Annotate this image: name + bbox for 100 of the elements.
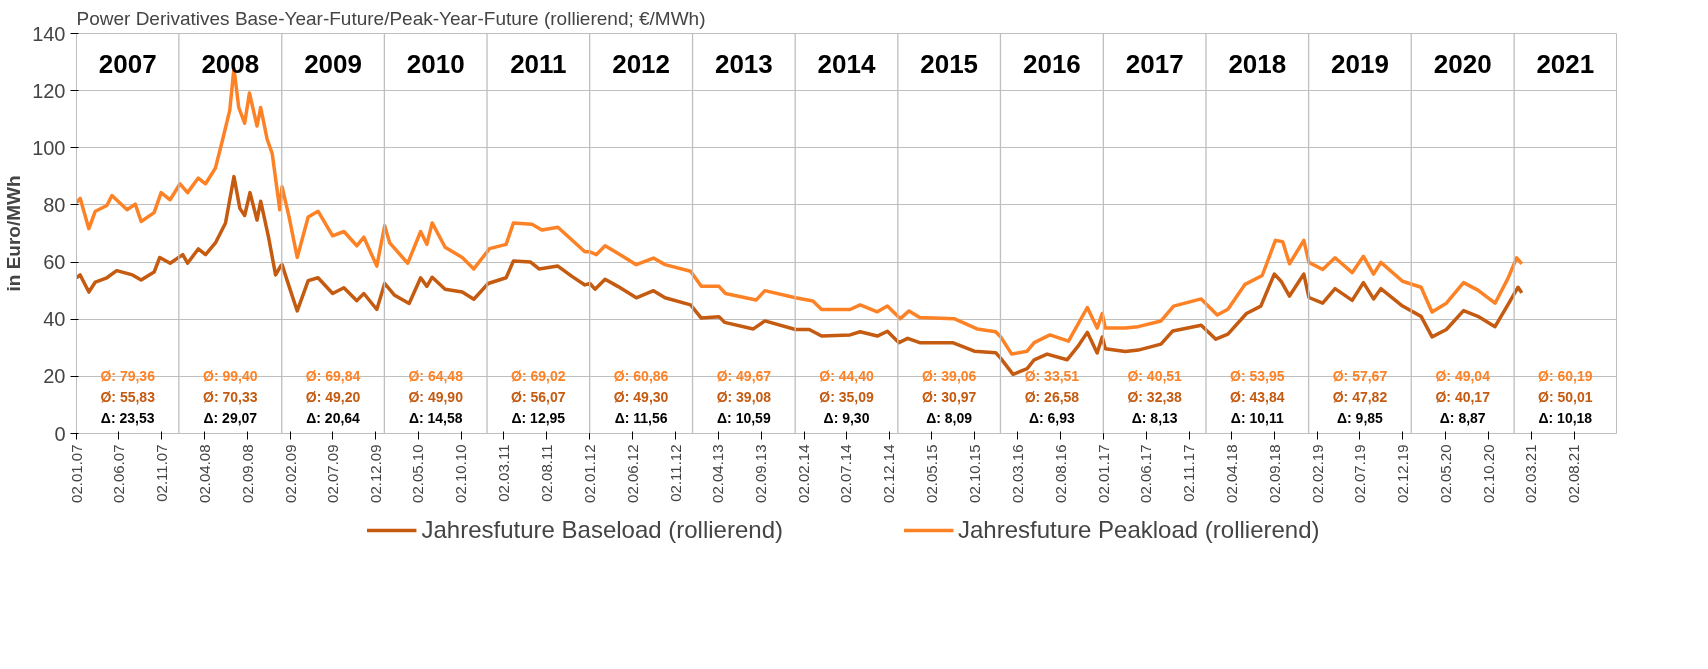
annotation: Ø: 69,84 (305, 367, 361, 384)
x-tick-label: 02.06.12 (623, 444, 641, 503)
annotation: Ø: 99,40 (203, 367, 258, 384)
x-tick-label: 02.01.12 (580, 444, 598, 503)
annotation: Ø: 26,58 (1024, 388, 1080, 405)
annotation: 2017 (1125, 48, 1184, 79)
y-tick-label: 100 (32, 136, 66, 159)
annotation: Δ: 20,64 (306, 409, 361, 426)
annotation: Ø: 39,06 (921, 367, 977, 384)
x-tick-label: 02.04.18 (1222, 444, 1240, 503)
x-tick-label: 02.11.17 (1180, 444, 1198, 502)
y-tick-label: 140 (32, 22, 66, 45)
annotation: Ø: 49,20 (305, 388, 361, 405)
y-tick-label: 80 (43, 193, 66, 216)
annotation: Δ: 29,07 (203, 409, 258, 426)
x-tick-label: 02.03.21 (1522, 444, 1540, 503)
x-tick-label: 02.03.11 (494, 444, 512, 502)
y-axis-title: in Euro/MWh (3, 175, 25, 292)
annotation: Δ: 9,85 (1337, 409, 1384, 426)
x-tick-label: 02.01.07 (67, 444, 85, 503)
annotation: Δ: 8,87 (1439, 409, 1486, 426)
x-tick-label: 02.12.19 (1393, 444, 1411, 503)
y-tick-label: 120 (32, 79, 66, 102)
x-tick-label: 02.12.09 (366, 444, 384, 503)
x-tick-label: 02.11.12 (666, 444, 684, 502)
x-tick-label: 02.03.16 (1008, 444, 1026, 503)
x-tick-label: 02.05.10 (409, 444, 427, 503)
annotation: Ø: 56,07 (511, 388, 566, 405)
annotation: Ø: 55,83 (100, 388, 156, 405)
chart-title: Power Derivatives Base-Year-Future/Peak-Year-Future (rollierend; €/MWh) (76, 7, 706, 29)
x-tick-label: 02.01.17 (1094, 444, 1112, 503)
annotation: 2012 (612, 48, 671, 79)
legend-label: Jahresfuture Baseload (rollierend) (421, 516, 783, 544)
x-tick-label: 02.08.21 (1565, 444, 1583, 503)
annotation: Ø: 30,97 (921, 388, 977, 405)
annotation: 2013 (714, 48, 773, 79)
annotation: 2014 (817, 48, 876, 79)
annotation: Δ: 8,09 (926, 409, 973, 426)
annotation: 2018 (1228, 48, 1287, 79)
x-tick-label: 02.05.15 (922, 444, 940, 503)
annotation: Ø: 49,30 (613, 388, 669, 405)
x-tick-label: 02.12.14 (880, 444, 898, 503)
annotation: Ø: 64,48 (408, 367, 464, 384)
annotation: Δ: 23,53 (100, 409, 155, 426)
annotation: Ø: 33,51 (1024, 367, 1080, 384)
x-tick-label: 02.09.13 (752, 444, 770, 503)
x-tick-label: 02.06.17 (1137, 444, 1155, 503)
annotation: Ø: 53,95 (1230, 367, 1285, 384)
x-tick-label: 02.02.19 (1308, 444, 1326, 503)
annotation: 2010 (406, 48, 465, 79)
x-tick-label: 02.02.09 (281, 444, 299, 503)
annotation: Δ: 10,18 (1538, 409, 1593, 426)
y-tick-label: 60 (43, 251, 66, 274)
annotation: Ø: 49,67 (716, 367, 772, 384)
annotation: Ø: 32,38 (1127, 388, 1183, 405)
annotation: Δ: 10,11 (1230, 409, 1284, 426)
x-tick-label: 02.06.07 (109, 444, 127, 503)
annotation: Ø: 60,19 (1538, 367, 1593, 384)
annotation: Ø: 79,36 (100, 367, 156, 384)
annotation: 2008 (201, 48, 260, 79)
x-tick-label: 02.11.07 (152, 444, 170, 502)
legend-label: Jahresfuture Peakload (rollierend) (958, 516, 1320, 544)
annotation: Ø: 43,84 (1230, 388, 1285, 405)
annotation: Ø: 39,08 (716, 388, 772, 405)
annotation: Δ: 9,30 (823, 409, 870, 426)
annotation: 2009 (304, 48, 362, 79)
annotation: Δ: 8,13 (1131, 409, 1178, 426)
annotation: 2021 (1536, 48, 1595, 79)
x-tick-label: 02.08.16 (1051, 444, 1069, 503)
annotation: Ø: 47,82 (1332, 388, 1388, 405)
annotation: Ø: 44,40 (819, 367, 874, 384)
x-tick-label: 02.04.08 (195, 444, 213, 503)
annotation: Ø: 49,04 (1435, 367, 1491, 384)
y-tick-label: 40 (43, 308, 66, 331)
annotation: Ø: 35,09 (819, 388, 874, 405)
x-tick-label: 02.07.09 (323, 444, 341, 503)
annotation: Ø: 50,01 (1538, 388, 1593, 405)
x-tick-label: 02.07.19 (1350, 444, 1368, 503)
annotation: 2011 (510, 48, 567, 79)
x-tick-label: 02.02.14 (795, 444, 813, 503)
x-tick-label: 02.07.14 (837, 444, 855, 503)
annotation: Δ: 11,56 (614, 409, 668, 426)
annotation: Δ: 6,93 (1028, 409, 1076, 426)
annotation: Ø: 69,02 (511, 367, 566, 384)
annotation: Δ: 14,58 (408, 409, 463, 426)
annotation: Ø: 57,67 (1332, 367, 1388, 384)
annotation: Ø: 60,86 (613, 367, 669, 384)
annotation: Δ: 12,95 (511, 409, 566, 426)
annotation: 2016 (1022, 48, 1081, 79)
y-tick-label: 0 (54, 422, 66, 445)
x-tick-label: 02.09.08 (238, 444, 256, 503)
x-tick-label: 02.05.20 (1436, 444, 1454, 503)
annotation: 2007 (98, 48, 157, 79)
annotation: 2019 (1331, 48, 1389, 79)
x-tick-label: 02.10.15 (965, 444, 983, 503)
annotation: Ø: 70,33 (203, 388, 258, 405)
annotation: Ø: 40,51 (1127, 367, 1183, 384)
annotation: 2015 (920, 48, 979, 79)
annotation: Ø: 49,90 (408, 388, 464, 405)
x-tick-label: 02.08.11 (537, 444, 555, 502)
